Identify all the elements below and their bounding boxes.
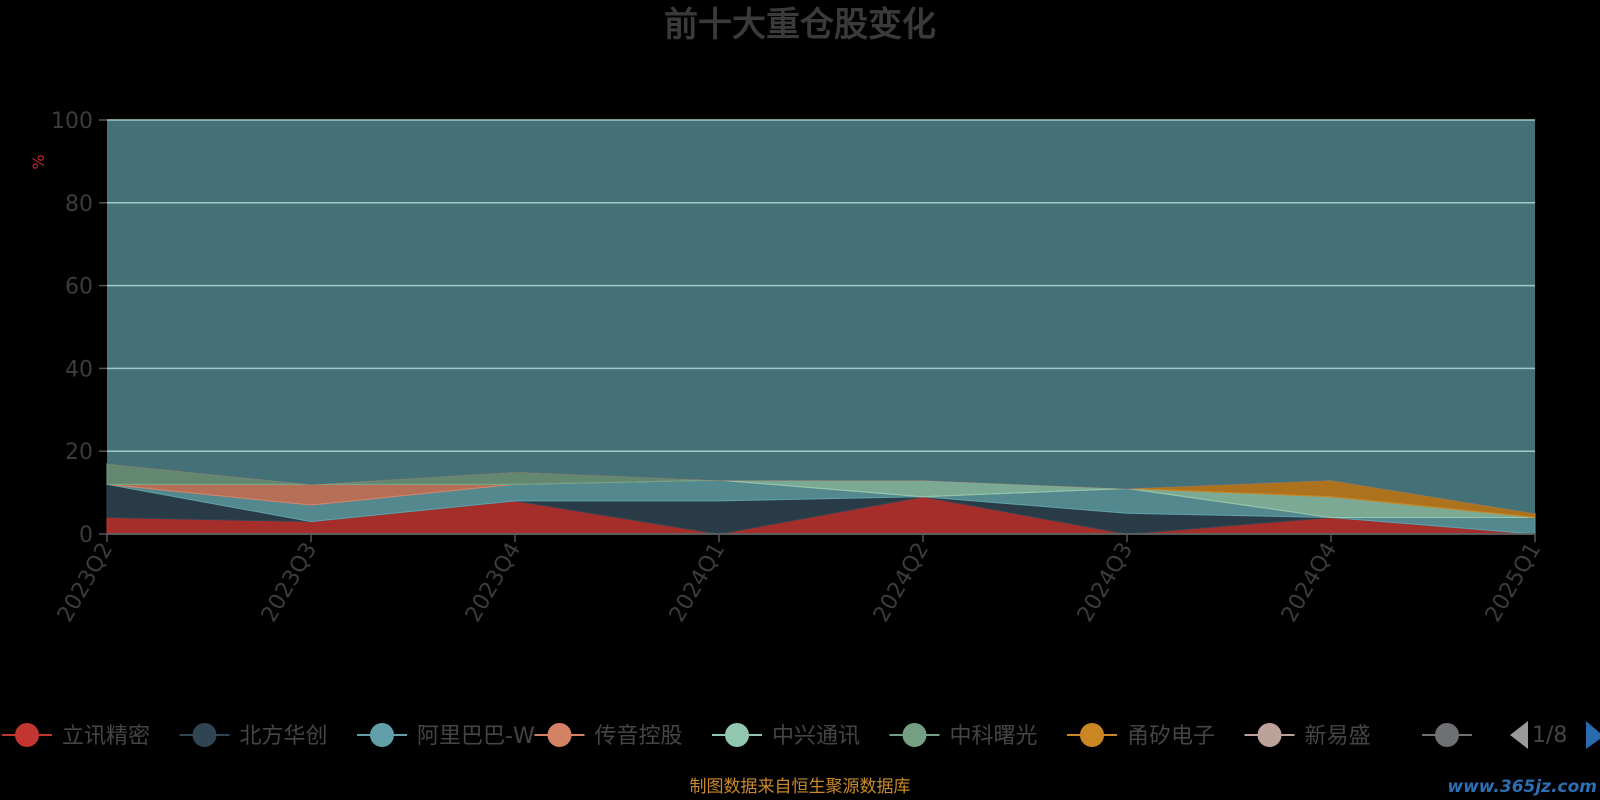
legend-label: 新易盛 [1305,724,1371,749]
legend-label: 北方华创 [240,724,328,749]
x-tick-label: 2023Q4 [461,539,526,627]
y-tick-label: 20 [65,440,93,465]
legend-marker [902,723,927,747]
legend-pager: 1/8 [1510,721,1600,749]
legend-marker [192,723,217,747]
x-tick-label: 2024Q2 [869,539,934,627]
x-tick-label: 2023Q2 [53,539,118,627]
legend-label: 甬矽电子 [1127,724,1215,749]
y-tick-label: 0 [79,523,93,548]
legend-marker [1435,723,1459,747]
y-tick-label: 100 [51,109,93,134]
legend-item[interactable] [1422,723,1472,747]
legend-item[interactable]: 阿里巴巴-W [357,723,535,749]
chart-title: 前十大重仓股变化 [664,5,936,45]
pager-next-icon[interactable] [1586,721,1600,749]
legend-label: 阿里巴巴-W [417,724,535,749]
area-remainder [107,120,1535,514]
legend-marker [370,723,394,747]
y-tick-label: 80 [65,192,93,217]
x-tick-label: 2024Q1 [665,539,730,627]
legend-marker [725,723,749,747]
legend-label: 中兴通讯 [772,724,860,749]
legend-item[interactable]: 新易盛 [1244,723,1371,749]
legend-item[interactable]: 甬矽电子 [1067,723,1215,749]
legend-item[interactable]: 北方华创 [179,723,328,749]
legend-marker [547,723,572,747]
legend-marker [15,723,39,747]
legend-item[interactable]: 中科曙光 [889,723,1038,749]
y-tick-label: 60 [65,275,93,300]
x-axis: 2023Q2 2023Q3 2023Q4 2024Q1 2024Q2 2024Q3 2024… [53,533,1546,627]
legend-page-indicator: 1/8 [1532,723,1567,748]
pager-prev-icon[interactable] [1510,721,1528,749]
legend-label: 中科曙光 [950,724,1038,749]
legend-marker [1257,723,1282,747]
area-layers [106,120,1536,535]
legend-marker [1080,723,1104,747]
y-tick-label: 40 [65,357,93,382]
x-tick-label: 2025Q1 [1481,539,1546,627]
legend-item[interactable]: 中兴通讯 [712,723,860,749]
watermark: www.365jz.com [1447,777,1597,797]
data-source-note: 制图数据来自恒生聚源数据库 [690,777,911,797]
x-tick-label: 2024Q3 [1073,539,1138,627]
legend-item[interactable]: 立讯精密 [2,723,150,749]
legend-label: 传音控股 [595,724,683,749]
legend: 立讯精密 北方华创 阿里巴巴-W 传音控股 中兴通讯 中科曙光 甬矽电子 新易盛 [2,723,1472,749]
x-tick-label: 2023Q3 [257,539,322,627]
legend-item[interactable]: 传音控股 [534,723,683,749]
y-axis-label: % [29,154,48,169]
x-tick-label: 2024Q4 [1277,539,1342,627]
y-axis: 0 20 40 60 80 100 [51,109,107,548]
legend-label: 立讯精密 [62,724,150,749]
